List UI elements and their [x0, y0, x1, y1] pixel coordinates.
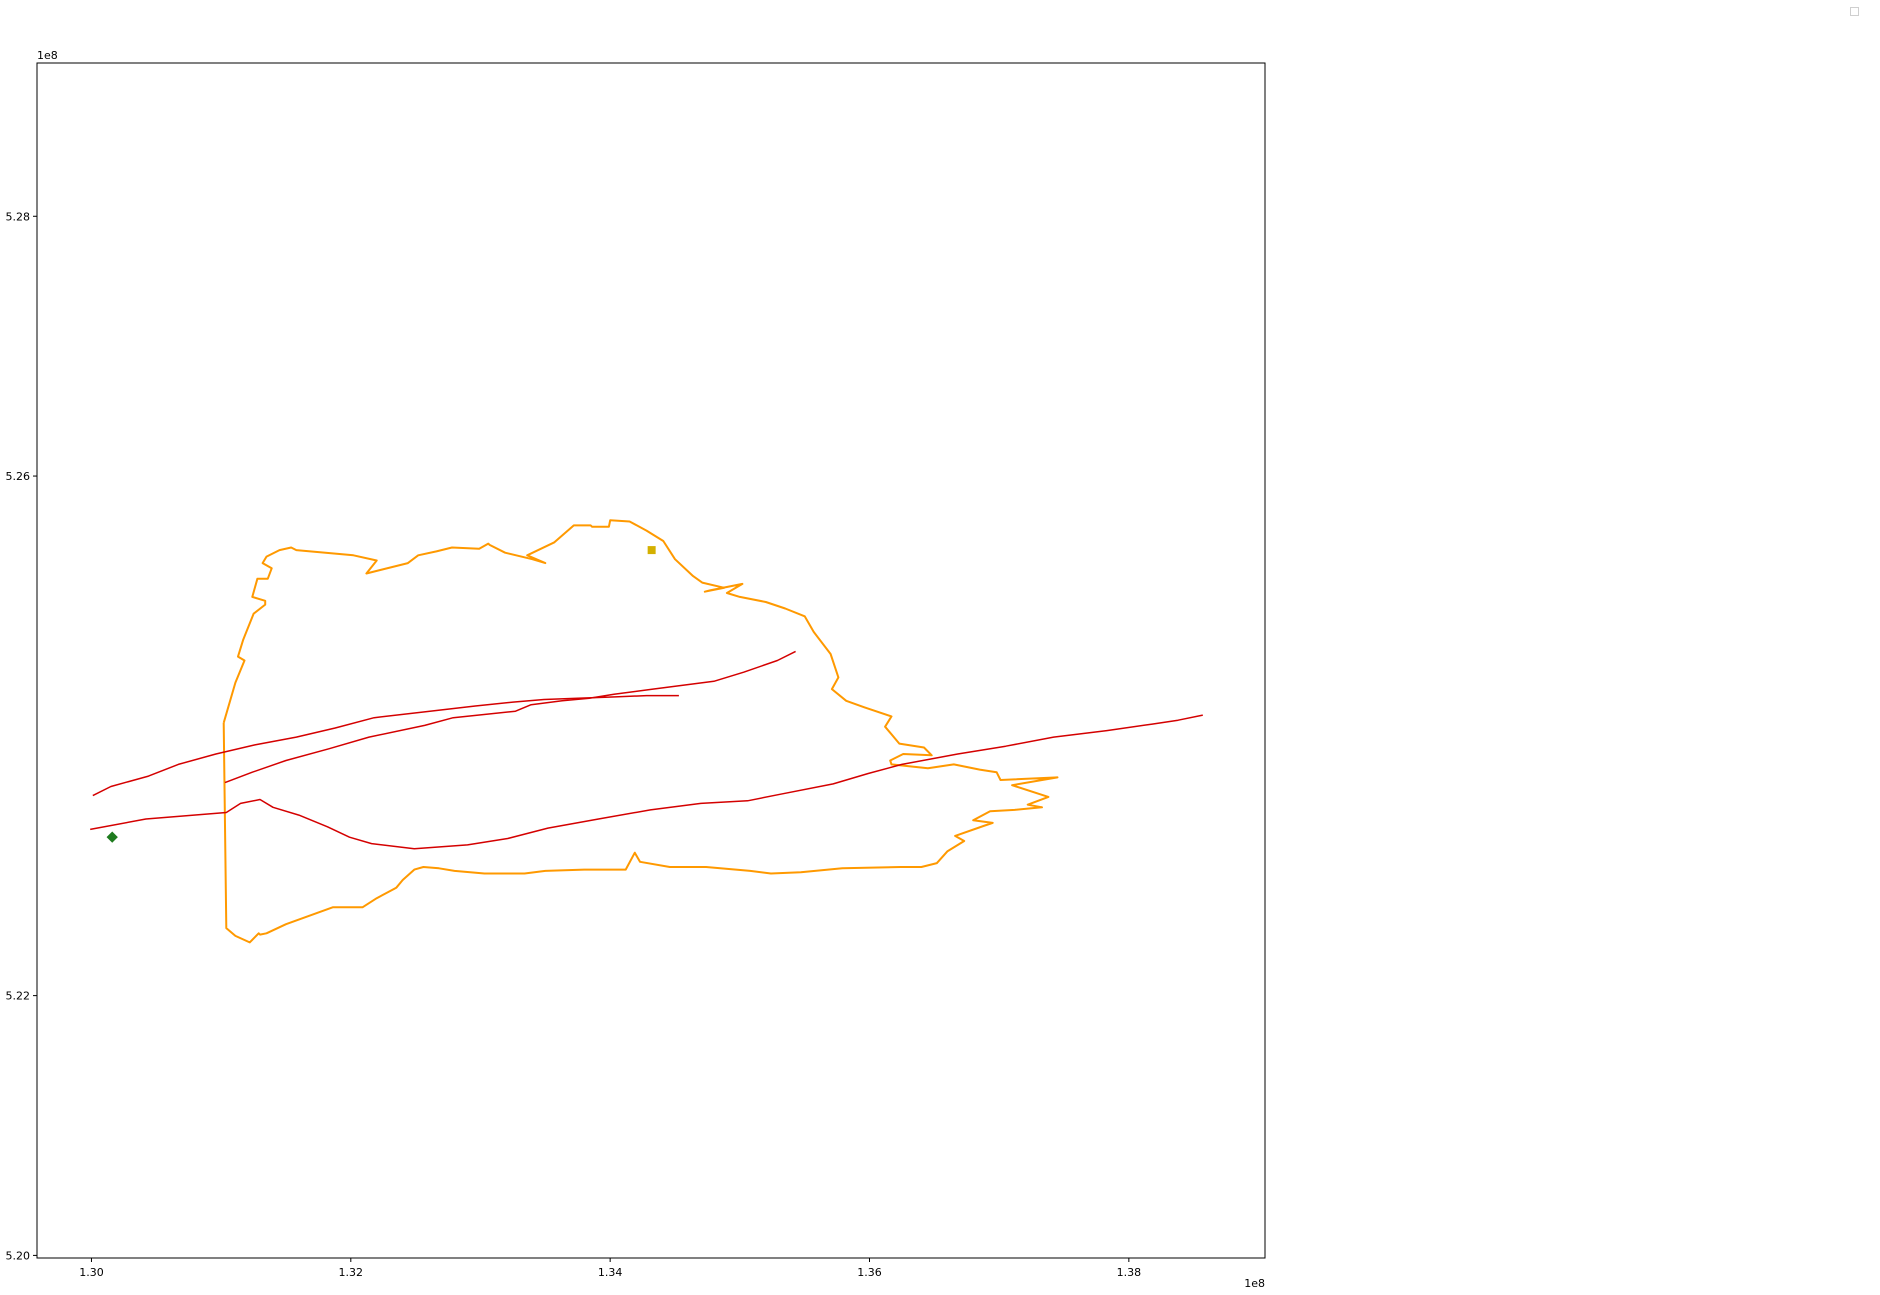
axes-frame [36, 62, 1266, 1259]
plot-area [90, 519, 1203, 944]
x-tick-label: 1.38 [1117, 1266, 1142, 1279]
hub-marker [647, 546, 656, 555]
x-axis: 1.30 1.32 1.34 1.36 1.38 [79, 1258, 1141, 1279]
legend-box [1850, 7, 1859, 16]
y-tick-label: 5.28 [6, 210, 31, 223]
y-offset-label: 1e8 [37, 49, 58, 62]
x-tick-label: 1.36 [857, 1266, 882, 1279]
x-offset-label: 1e8 [1244, 1277, 1265, 1290]
route-line-1 [90, 714, 1203, 850]
route-line-2 [92, 694, 679, 797]
x-tick-label: 1.30 [79, 1266, 104, 1279]
route-line-3 [224, 650, 796, 784]
y-tick-label: 5.22 [6, 990, 31, 1003]
y-tick-label: 5.20 [6, 1249, 31, 1262]
y-axis: 5.20 5.22 5.26 5.28 [6, 210, 37, 1262]
x-tick-label: 1.34 [598, 1266, 623, 1279]
y-tick-label: 5.26 [6, 470, 31, 483]
boundary-line-0 [222, 519, 1059, 944]
x-tick-label: 1.32 [339, 1266, 364, 1279]
start-marker [106, 831, 118, 843]
